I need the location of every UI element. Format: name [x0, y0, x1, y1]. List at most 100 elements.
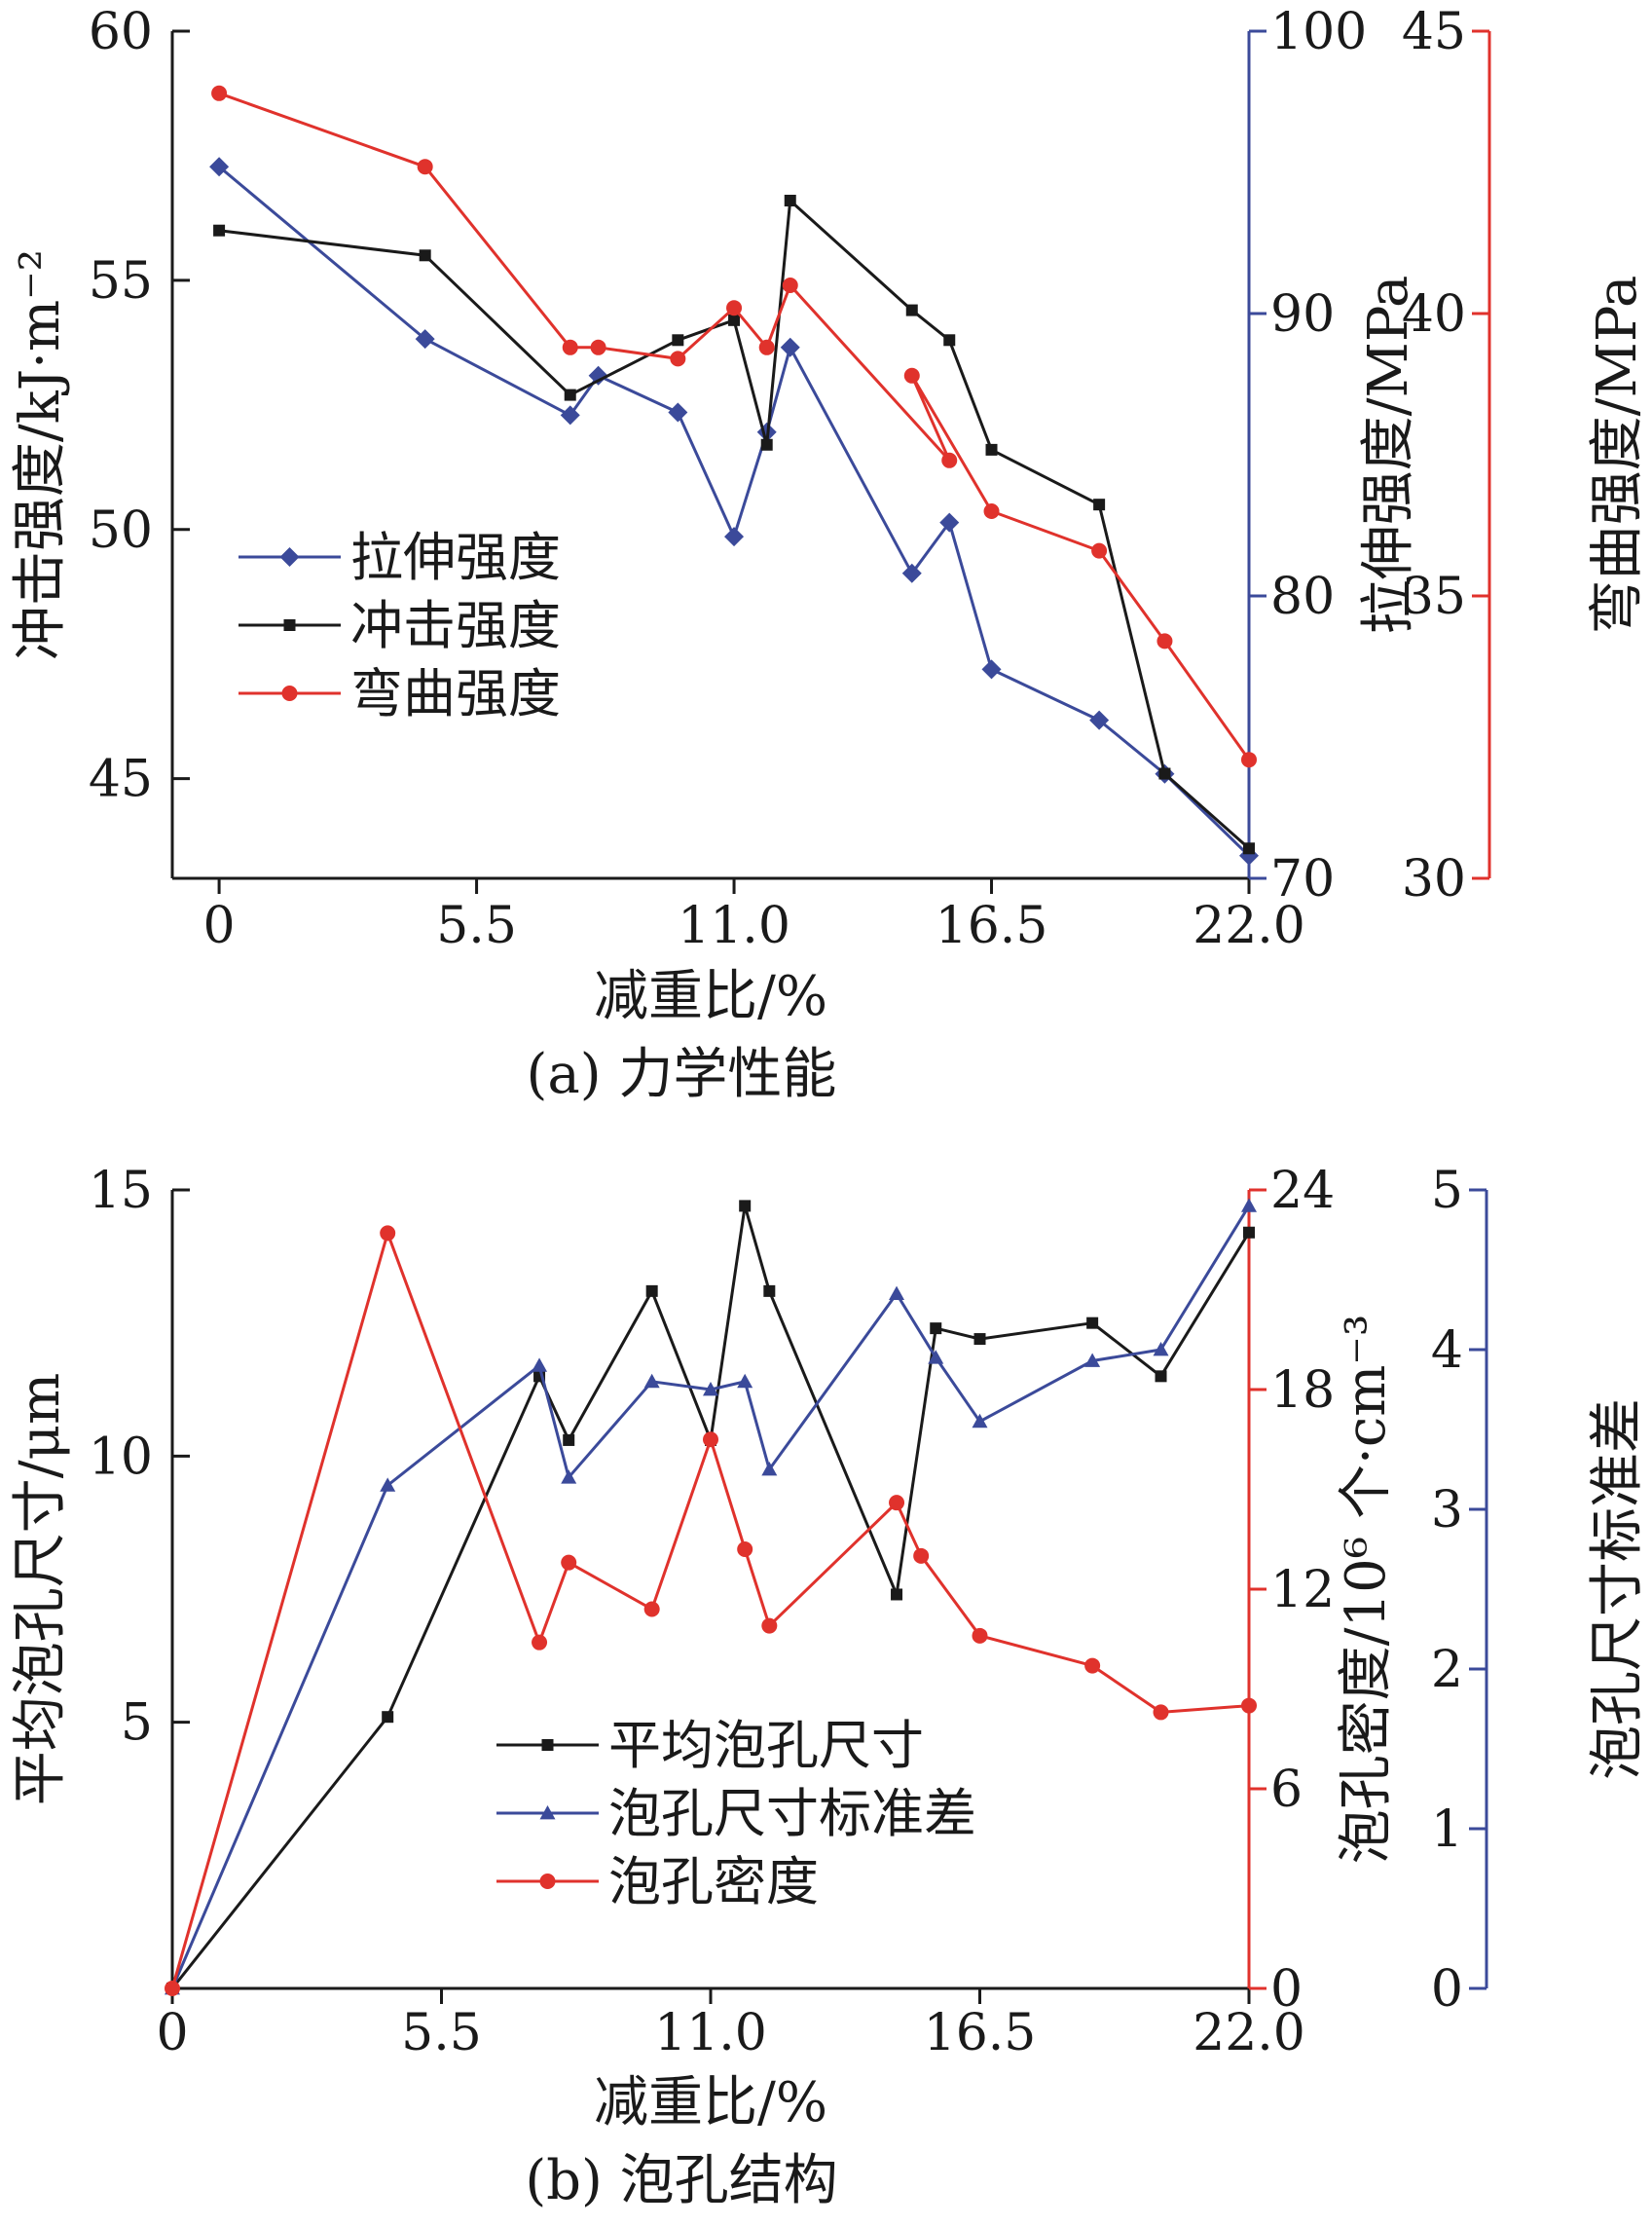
- left-tick-label: 5: [121, 1694, 153, 1753]
- data-point: [737, 1373, 753, 1389]
- series-line: [170, 1231, 1250, 1989]
- data-point: [737, 1541, 753, 1557]
- x-axis-title: 减重比/%: [594, 2071, 827, 2134]
- data-point: [782, 278, 798, 293]
- data-point: [943, 334, 956, 347]
- data-point: [903, 367, 920, 384]
- series-弯曲强度: [211, 85, 1257, 768]
- data-point: [1156, 633, 1173, 649]
- data-point: [668, 402, 688, 423]
- legend-label: 冲击强度: [350, 595, 561, 656]
- data-point: [1243, 842, 1255, 855]
- chart-caption: (b) 泡孔结构: [525, 2149, 837, 2212]
- data-point: [930, 1322, 942, 1335]
- data-point: [901, 563, 922, 583]
- data-point: [905, 304, 918, 316]
- data-point: [758, 339, 775, 355]
- series-line: [170, 1205, 1251, 1989]
- data-point: [382, 1711, 394, 1724]
- chart-mechanical-properties: 0 5.5 11.0 16.5 22.0 45 50 55 60 70 80 90 100 30 35 40 4…: [9, 3, 1649, 1106]
- right2-tick-label: 2: [1431, 1641, 1463, 1699]
- data-point: [561, 1469, 577, 1484]
- data-point: [761, 1462, 778, 1476]
- right2-tick-label: 3: [1431, 1481, 1463, 1540]
- data-point: [645, 1284, 658, 1297]
- legend-marker: [281, 686, 298, 701]
- x-tick-label: 16.5: [924, 2004, 1037, 2062]
- data-point: [1086, 1317, 1099, 1329]
- data-point: [728, 314, 741, 326]
- right1-tick-label: 12: [1270, 1561, 1335, 1619]
- right1-tick-label: 24: [1270, 1162, 1335, 1220]
- legend-marker: [539, 1874, 556, 1889]
- data-point: [973, 1333, 986, 1346]
- data-point: [983, 503, 1000, 519]
- data-point: [939, 512, 960, 533]
- data-point: [780, 337, 800, 357]
- data-point: [670, 351, 686, 367]
- legend-label: 拉伸强度: [350, 527, 561, 588]
- x-tick-label: 22.0: [1193, 2004, 1305, 2062]
- data-point: [972, 1413, 988, 1428]
- data-point: [1155, 1370, 1167, 1383]
- right2-tick-label: 1: [1431, 1800, 1463, 1859]
- data-point: [760, 438, 773, 451]
- data-point: [562, 339, 578, 355]
- data-point: [928, 1350, 944, 1364]
- series-拉伸强度: [209, 157, 1259, 866]
- data-point: [972, 1627, 988, 1644]
- data-point: [985, 443, 998, 456]
- data-point: [560, 405, 580, 426]
- left-tick-label: 15: [89, 1162, 153, 1220]
- legend-label: 平均泡孔尺寸: [608, 1715, 924, 1776]
- left-tick-label: 50: [89, 501, 153, 560]
- left-tick-label: 10: [89, 1428, 153, 1486]
- right2-axis-title: 泡孔尺寸标准差: [1586, 1398, 1649, 1780]
- data-point: [703, 1431, 718, 1448]
- data-point: [588, 365, 608, 386]
- right1-tick-label: 18: [1270, 1361, 1335, 1420]
- right2-axis-title: 弯曲强度/MPa: [1586, 276, 1649, 635]
- right2-tick-label: 40: [1402, 285, 1466, 344]
- data-point: [761, 1617, 778, 1634]
- data-point: [209, 157, 230, 177]
- x-tick-label: 11.0: [678, 897, 790, 955]
- data-point: [643, 1601, 660, 1617]
- data-point: [419, 249, 431, 262]
- data-point: [1153, 1342, 1169, 1356]
- legend-label: 泡孔密度: [608, 1851, 819, 1912]
- x-tick-label: 5.5: [401, 2004, 482, 2062]
- left-tick-label: 45: [89, 751, 153, 809]
- data-point: [563, 1433, 575, 1446]
- data-point: [532, 1357, 548, 1372]
- data-point: [1089, 710, 1110, 730]
- data-point: [561, 1554, 577, 1571]
- right1-tick-label: 6: [1270, 1761, 1303, 1819]
- data-point: [1241, 1697, 1257, 1714]
- x-tick-label: 0: [203, 897, 236, 955]
- data-point: [564, 389, 576, 401]
- right1-tick-label: 90: [1270, 285, 1335, 344]
- right1-axis-title: 泡孔密度/10⁶ 个·cm⁻³: [1335, 1315, 1398, 1865]
- data-point: [1084, 1353, 1101, 1367]
- data-point: [763, 1284, 776, 1297]
- x-tick-label: 11.0: [654, 2004, 767, 2062]
- data-point: [981, 659, 1002, 680]
- right2-tick-label: 35: [1402, 568, 1466, 626]
- right2-tick-label: 0: [1431, 1960, 1463, 2019]
- x-tick-label: 0: [156, 2004, 188, 2062]
- series-冲击强度: [213, 195, 1255, 855]
- legend-marker: [279, 547, 300, 567]
- x-axis-title: 减重比/%: [594, 965, 827, 1028]
- data-point: [724, 527, 745, 547]
- series-line: [218, 92, 1251, 761]
- left-tick-label: 55: [89, 252, 153, 311]
- data-point: [1084, 1657, 1101, 1674]
- right2-tick-label: 45: [1402, 3, 1466, 61]
- data-point: [380, 1477, 396, 1492]
- data-point: [643, 1373, 660, 1389]
- right2-tick-label: 4: [1431, 1321, 1463, 1380]
- series-泡孔尺寸标准差: [165, 1198, 1257, 1995]
